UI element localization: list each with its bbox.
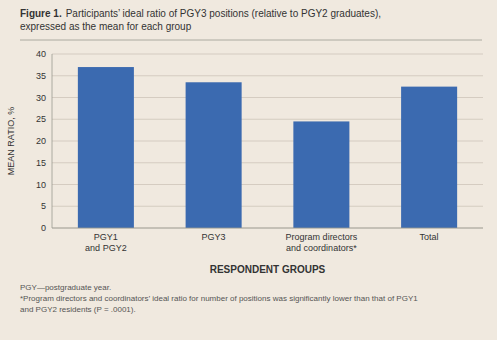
title: Figure 1. Participants’ ideal ratio of PG… [20, 8, 381, 32]
title-bold: Figure 1. [20, 8, 62, 19]
x-tick-label: Program directorsand coordinators* [286, 232, 358, 253]
title-rule [20, 40, 482, 41]
x-axis-line [52, 228, 483, 229]
y-tick-label: 10 [36, 180, 46, 190]
footnote: *Program directors and coordinators’ ide… [20, 294, 418, 303]
bar [186, 82, 242, 228]
background [0, 0, 497, 340]
chart: Figure 1. Participants’ ideal ratio of PG… [0, 0, 497, 340]
bar [401, 87, 457, 228]
y-tick-label: 0 [41, 223, 46, 233]
x-tick-label: Total [420, 232, 439, 242]
y-tick-label: 25 [36, 114, 46, 124]
y-axis-label: MEAN RATIO, % [6, 107, 16, 175]
x-axis-label: RESPONDENT GROUPS [210, 264, 326, 275]
bar [293, 121, 349, 228]
y-tick-label: 15 [36, 158, 46, 168]
x-tick-label: PGY1and PGY2 [85, 232, 127, 253]
footnote: and PGY2 residents (P = .0001). [20, 305, 136, 314]
grid-line [52, 54, 483, 55]
y-axis-line [52, 54, 53, 228]
subtitle-line: expressed as the mean for each group [20, 21, 192, 32]
y-tick-label: 20 [36, 136, 46, 146]
subtitle-line: Participants’ ideal ratio of PGY3 positi… [66, 8, 381, 19]
x-tick-label: PGY3 [202, 232, 226, 242]
y-tick-label: 40 [36, 49, 46, 59]
bars [78, 67, 457, 228]
bar [78, 67, 134, 228]
grid-line [52, 228, 483, 229]
footnote: PGY—postgraduate year. [20, 283, 111, 292]
y-tick-label: 5 [41, 201, 46, 211]
y-tick-label: 35 [36, 71, 46, 81]
y-tick-label: 30 [36, 93, 46, 103]
